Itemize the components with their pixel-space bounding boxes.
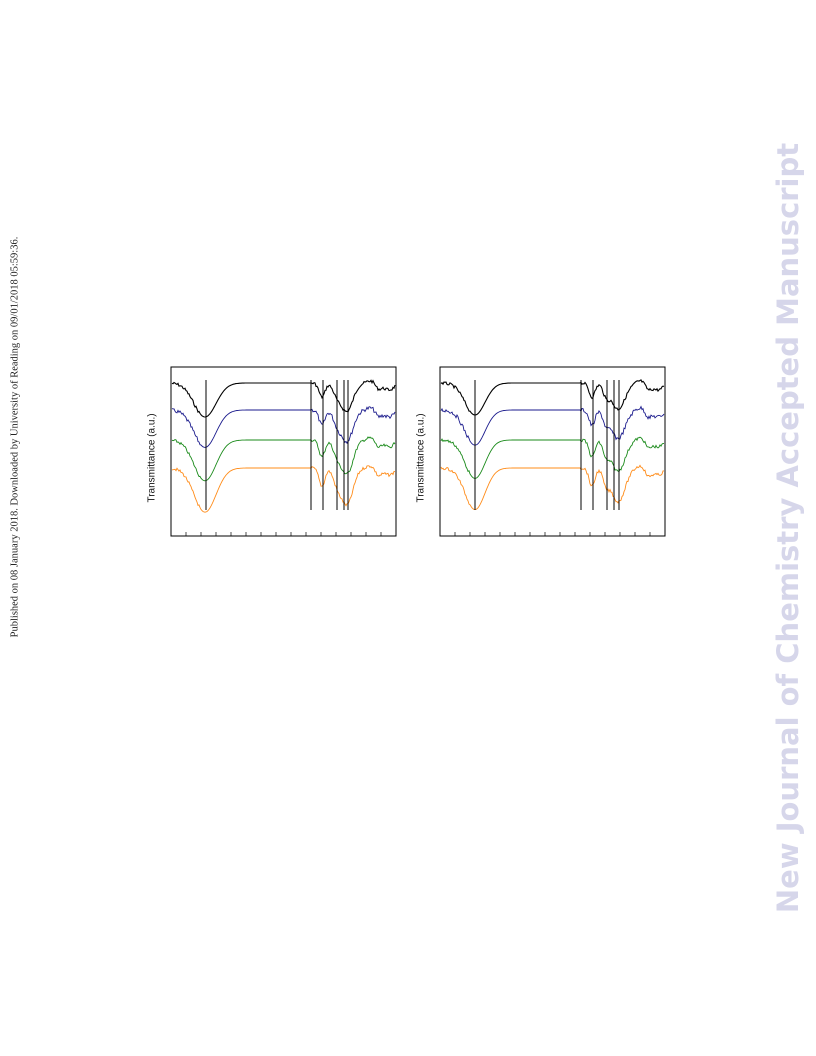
spectrum-curve [440, 379, 665, 416]
y-axis-label: Transmittance (a.u.) [416, 413, 427, 502]
watermark: New Journal of Chemistry Accepted Manusc… [771, 143, 805, 913]
side-note: Published on 08 January 2018. Downloaded… [9, 237, 20, 638]
spectrum-curve [171, 406, 396, 448]
spectrum-curve [440, 436, 665, 479]
y-axis-label: Transmittance (a.u.) [147, 413, 158, 502]
spectrum-curve [171, 436, 396, 482]
panel-frame [170, 366, 397, 537]
spectrum-curve [171, 379, 396, 418]
spectrum-curve [440, 464, 664, 511]
spectrum-curve [171, 465, 396, 513]
panel-frame [439, 366, 666, 537]
spectrum-curve [440, 405, 665, 446]
